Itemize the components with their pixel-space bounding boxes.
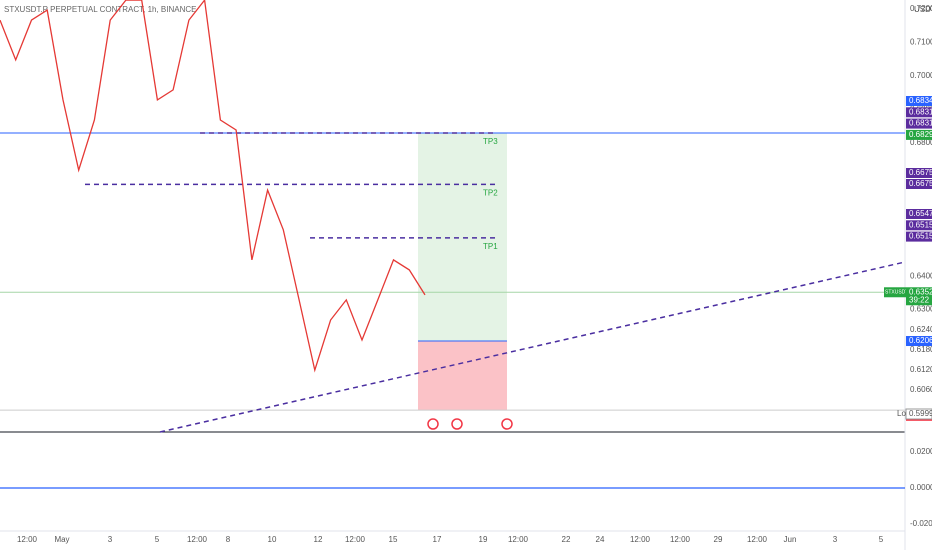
time-tick-label: 19 <box>479 535 488 544</box>
trendline <box>159 261 906 433</box>
price-tick-label: 0.6060 <box>910 385 932 394</box>
price-badge-label: 0.6515 <box>909 232 932 241</box>
event-flag <box>451 418 463 430</box>
symbol-badge <box>884 287 906 298</box>
current-price-badge <box>906 287 932 306</box>
time-tick-label: 22 <box>562 535 571 544</box>
time-tick-label: 3 <box>108 535 113 544</box>
time-tick-label: 12:00 <box>747 535 768 544</box>
time-tick-label: Jun <box>784 535 797 544</box>
low-name: Low <box>897 409 912 418</box>
price-badge-label: 0.6831 <box>909 107 932 116</box>
price-badge <box>906 96 932 106</box>
price-badge-label: 0.6831 <box>909 119 932 128</box>
price-badge <box>906 168 932 178</box>
time-tick-label: 12 <box>314 535 323 544</box>
price-badge <box>906 209 932 219</box>
price-badge <box>906 107 932 118</box>
time-tick-label: 17 <box>433 535 442 544</box>
countdown: 39:22 <box>909 295 930 304</box>
tp-label: TP3 <box>483 137 498 146</box>
time-tick-label: 12:00 <box>17 535 38 544</box>
time-tick-label: 8 <box>226 535 231 544</box>
price-badge-label: 0.6675 <box>909 168 932 177</box>
price-badge <box>906 231 932 242</box>
time-tick-label: 12:00 <box>345 535 366 544</box>
time-tick-label: May <box>54 535 69 544</box>
price-badge-label: 0.6675 <box>909 179 932 188</box>
indicator-tick-label: 0.0000 <box>910 483 932 492</box>
time-tick-label: 12:00 <box>670 535 691 544</box>
price-badge-label: 0.6547 <box>909 209 932 218</box>
price-badge <box>906 118 932 129</box>
price-badge <box>906 129 932 140</box>
price-badge <box>906 220 932 231</box>
price-badge-label: 0.6829 <box>909 130 932 139</box>
price-line <box>0 0 426 373</box>
time-tick-label: 12:00 <box>630 535 651 544</box>
loss-zone <box>418 341 507 411</box>
profit-zone <box>418 133 507 342</box>
event-flag <box>501 418 513 430</box>
time-tick-label: 5 <box>879 535 884 544</box>
chart-title: STXUSDT.P PERPETUAL CONTRACT, 1h, BINANC… <box>4 5 197 14</box>
symbol-label: STXUSDT.P <box>885 290 913 296</box>
tp-label: TP1 <box>483 242 498 251</box>
time-tick-label: 24 <box>596 535 605 544</box>
price-badge <box>906 336 932 347</box>
time-tick-label: 10 <box>268 535 277 544</box>
tp-label: TP2 <box>483 189 498 198</box>
time-tick-label: 12:00 <box>187 535 208 544</box>
price-badge-label: 0.6206 <box>909 336 932 345</box>
time-tick-label: 15 <box>389 535 398 544</box>
low-badge <box>905 408 932 420</box>
time-tick-label: 5 <box>155 535 160 544</box>
time-tick-label: 29 <box>714 535 723 544</box>
price-badge <box>906 179 932 189</box>
price-badge-label: 0.6834 <box>909 96 932 105</box>
axis-unit: USDT <box>914 5 932 14</box>
event-flag <box>427 418 439 430</box>
price-badge-label: 0.6515 <box>909 220 932 229</box>
current-price-label: 0.6352 <box>909 287 932 296</box>
time-tick-label: 3 <box>833 535 838 544</box>
low-label: 0.5999 <box>909 409 932 418</box>
time-tick-label: 12:00 <box>508 535 529 544</box>
